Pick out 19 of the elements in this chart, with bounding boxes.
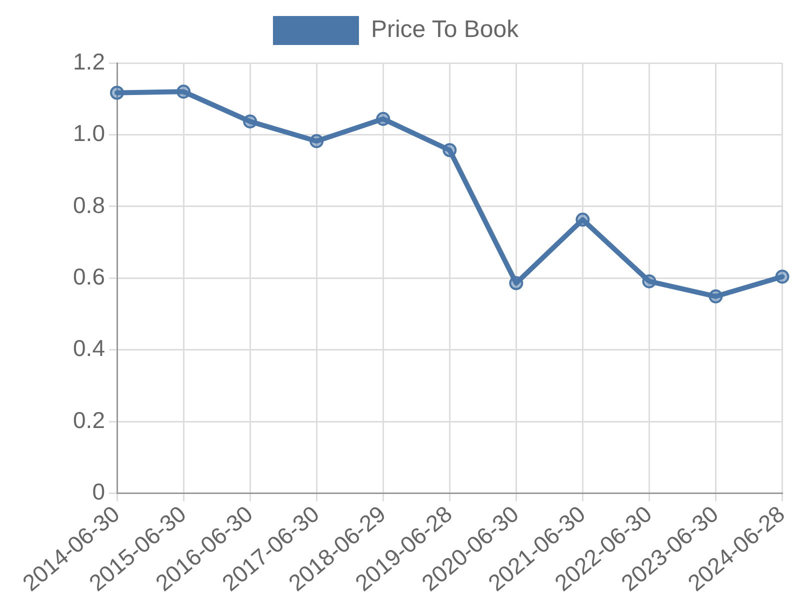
point [509,276,524,290]
point [376,112,390,126]
y-tick-label: 0 [92,478,105,505]
point [243,114,258,128]
point [110,86,124,100]
y-tick-label: 0.2 [73,406,105,433]
y-tick-label: 1.0 [73,120,105,146]
point [708,289,723,304]
point [775,270,790,284]
y-tick-label: 0.4 [73,335,106,362]
y-tick-label: 0.6 [73,263,105,290]
point [576,212,590,227]
y-tick-label: 0.8 [73,192,105,218]
point [310,134,324,148]
legend-label: Price To Book [370,16,520,44]
point [176,84,191,99]
point [642,274,656,288]
point [442,143,457,158]
y-tick-label: 1.2 [73,48,105,74]
